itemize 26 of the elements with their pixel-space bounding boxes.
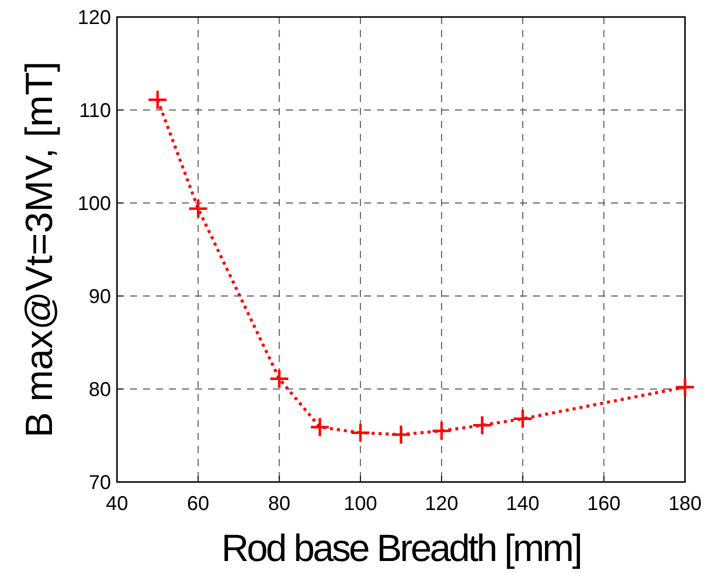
x-axis-title: Rod base Breadth [mm] <box>221 528 581 570</box>
x-tick-label: 100 <box>344 493 378 515</box>
point <box>431 420 452 442</box>
y-tick-label: 80 <box>88 379 111 401</box>
x-tick-label: 180 <box>668 493 702 515</box>
point <box>188 198 208 219</box>
x-tick-label: 120 <box>424 493 458 515</box>
y-tick-label: 100 <box>78 193 111 215</box>
point <box>350 422 371 443</box>
point <box>269 368 290 390</box>
point <box>472 415 492 436</box>
x-tick-label: 60 <box>187 493 210 515</box>
y-tick-label: 110 <box>79 100 111 122</box>
point <box>310 416 330 438</box>
y-tick-label: 120 <box>78 7 111 29</box>
point <box>674 376 696 398</box>
point <box>147 90 168 110</box>
point <box>512 408 533 430</box>
point <box>390 424 412 445</box>
y-tick-label: 90 <box>88 286 111 308</box>
y-tick-label: 70 <box>88 472 111 494</box>
x-tick-label: 140 <box>506 493 540 515</box>
x-tick-label: 40 <box>106 493 128 515</box>
y-axis-title: B max@Vt=3MV, [mT] <box>19 61 61 438</box>
x-tick-label: 160 <box>587 493 621 515</box>
x-tick-label: 80 <box>268 493 290 515</box>
